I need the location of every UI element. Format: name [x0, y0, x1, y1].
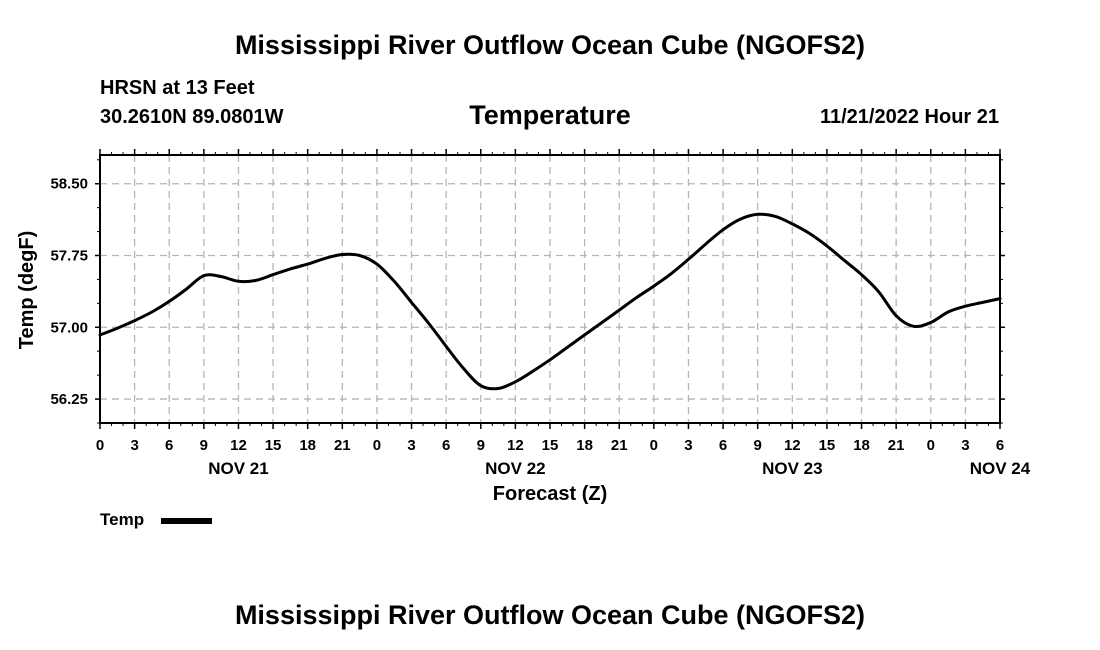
x-tick-label: 9 — [754, 437, 762, 454]
x-tick-label: 6 — [996, 437, 1004, 454]
station-coordinates: 30.2610N 89.0801W — [100, 106, 284, 128]
station-label: HRSN at 13 Feet — [100, 77, 255, 99]
x-tick-label: 15 — [819, 437, 836, 454]
x-tick-label: 15 — [542, 437, 559, 454]
x-tick-label: 21 — [888, 437, 905, 454]
forecast-datetime: 11/21/2022 Hour 21 — [819, 106, 999, 128]
plot-frame — [99, 154, 1001, 424]
chart-footer-title: Mississippi River Outflow Ocean Cube (NG… — [234, 600, 866, 630]
chart-main-title: Mississippi River Outflow Ocean Cube (NG… — [234, 30, 866, 60]
y-tick-label: 56.25 — [50, 391, 88, 408]
x-tick-label: 12 — [507, 437, 524, 454]
y-axis-title: Temp (degF) — [16, 231, 38, 350]
x-tick-label: 6 — [442, 437, 450, 454]
x-tick-label: 18 — [576, 437, 593, 454]
x-tick-label: 12 — [230, 437, 247, 454]
y-tick-label: 57.75 — [50, 248, 88, 265]
x-tick-label: 18 — [299, 437, 316, 454]
x-tick-label: 3 — [684, 437, 692, 454]
x-tick-label: 12 — [784, 437, 801, 454]
x-tick-label: 21 — [611, 437, 628, 454]
date-label: NOV 22 — [485, 459, 545, 478]
x-tick-label: 0 — [650, 437, 658, 454]
variable-title: Temperature — [469, 100, 631, 130]
legend-label: Temp — [100, 510, 145, 529]
x-tick-label: 0 — [96, 437, 104, 454]
x-tick-label: 0 — [373, 437, 381, 454]
x-tick-label: 9 — [200, 437, 208, 454]
x-tick-label: 3 — [130, 437, 138, 454]
x-tick-label: 0 — [927, 437, 935, 454]
series-layer — [98, 212, 1002, 391]
date-label: NOV 23 — [762, 459, 822, 478]
x-tick-label: 6 — [165, 437, 173, 454]
x-tick-label: 21 — [334, 437, 351, 454]
date-label: NOV 21 — [208, 459, 268, 478]
axis-tick-labels: 56.25 57.00 57.75 58.50 0 3 6 9 12 15 18 21 0 3 6 9 12 15… — [50, 176, 1030, 478]
date-label: NOV 24 — [970, 459, 1031, 478]
x-tick-label: 9 — [477, 437, 485, 454]
y-tick-label: 58.50 — [50, 176, 88, 193]
x-tick-label: 6 — [719, 437, 727, 454]
grid-lines — [100, 155, 1000, 423]
y-tick-label: 57.00 — [50, 319, 88, 336]
legend-line-swatch — [161, 518, 212, 524]
x-axis-title: Forecast (Z) — [493, 483, 607, 505]
x-tick-label: 3 — [961, 437, 969, 454]
series-line-temp — [98, 212, 1002, 391]
x-tick-label: 3 — [407, 437, 415, 454]
x-tick-label: 18 — [853, 437, 870, 454]
x-tick-label: 15 — [265, 437, 282, 454]
